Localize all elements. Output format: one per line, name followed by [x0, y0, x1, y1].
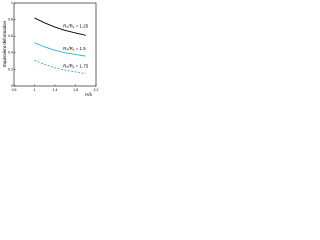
chart: Equivalent deformation H/λ 0 0.2 0.4 0.6 0.8…	[2, 1, 99, 97]
x-tick-label: 1.4	[53, 88, 58, 92]
x-tick-label: 0.6	[12, 88, 17, 92]
series-label: R₀/R₁ = 1.75	[63, 63, 89, 68]
x-tick-label: 1.8	[73, 88, 78, 92]
y-tick-label: 0.6	[8, 34, 13, 38]
y-tick-label: 0.4	[8, 51, 13, 55]
y-axis-label: Equivalent deformation	[2, 20, 7, 67]
x-tick-label: 2.2	[94, 88, 99, 92]
series-label: R₀/R₁ = 1.5	[63, 46, 86, 51]
y-tick-label: 0.8	[8, 18, 13, 22]
y-tick-label: 0	[11, 84, 13, 88]
line	[34, 42, 86, 57]
line	[34, 17, 86, 36]
series-label: R₀/R₁ = 1.25	[63, 24, 89, 29]
x-tick-label: 1	[34, 88, 36, 92]
y-tick-label: 0.2	[8, 67, 13, 71]
y-tick-label: 1	[11, 1, 13, 5]
plot-frame	[13, 2, 97, 87]
x-axis-label: H/λ	[85, 92, 93, 97]
